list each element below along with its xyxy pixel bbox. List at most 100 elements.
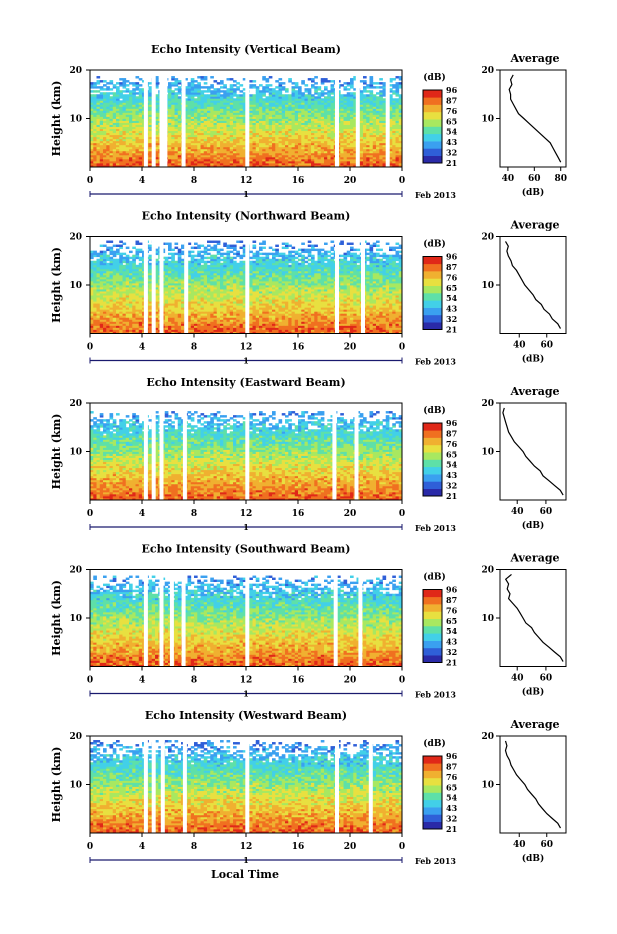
heatmap-cell (314, 86, 318, 88)
heatmap-cell (285, 88, 289, 90)
heatmap-cell (230, 84, 234, 86)
heatmap-cell (149, 86, 153, 88)
heatmap-cell (321, 98, 325, 100)
heatmap-cell (204, 86, 208, 88)
heatmap-cell (136, 92, 140, 94)
date-tick-label: 1 (243, 189, 249, 199)
heatmap-cell (227, 78, 231, 80)
heatmap-cell (175, 78, 179, 80)
heatmap-cell (249, 84, 253, 86)
data-gap (152, 70, 156, 167)
heatmap-cell (103, 88, 107, 90)
heatmap-cell (119, 90, 123, 92)
heatmap-cell (366, 94, 370, 96)
heatmap-cell (197, 76, 201, 78)
heatmap-cell (340, 94, 344, 96)
heatmap-cell (347, 88, 351, 90)
heatmap-cell (149, 82, 153, 84)
heatmap-cell (262, 76, 266, 78)
heatmap-cell (282, 94, 286, 96)
heatmap-cell (324, 96, 328, 98)
heatmap-cell (373, 94, 377, 96)
colorbar-tick-label: 32 (446, 148, 457, 158)
date-label: Feb 2013 (415, 190, 456, 200)
heatmap-cell (97, 86, 101, 88)
heatmap-cell (266, 84, 270, 86)
colorbar-tick-label: 96 (446, 85, 458, 95)
heatmap-cell (233, 88, 237, 90)
heatmap-cell (100, 86, 104, 88)
colorbar-tick-label: 87 (446, 95, 457, 105)
heatmap-cell (327, 80, 331, 82)
x-tick-label: 20 (344, 176, 357, 186)
heatmap-cell (376, 82, 380, 84)
panel-2: Echo Intensity (Northward Beam)2010Heigh… (50, 210, 566, 367)
heatmap-cell (370, 76, 374, 78)
heatmap-cell (360, 90, 364, 92)
heatmap-cell (327, 90, 331, 92)
heatmap-cell (301, 92, 305, 94)
heatmap-cell (126, 84, 130, 86)
heatmap-cell (363, 76, 367, 78)
heatmap-cell (106, 82, 110, 84)
heatmap-cell (295, 90, 299, 92)
heatmap-cell (240, 84, 244, 86)
heatmap-cell (230, 78, 234, 80)
heatmap-cell (331, 84, 335, 86)
profile-x-tick-label: 40 (502, 174, 515, 184)
heatmap-cell (253, 84, 257, 86)
heatmap-cell (168, 82, 172, 84)
heatmap-cell (311, 84, 315, 86)
heatmap-cell (97, 90, 101, 92)
x-tick-label: 0 (87, 176, 93, 186)
heatmap-cell (360, 80, 364, 82)
heatmap-cell (113, 92, 117, 94)
colorbar-segment (423, 97, 442, 105)
heatmap-cell (259, 90, 263, 92)
heatmap-cell (311, 94, 315, 96)
heatmap-cell (340, 84, 344, 86)
y-axis-label: Height (km) (50, 81, 63, 157)
heatmap-cell (266, 78, 270, 80)
heatmap-cell (314, 82, 318, 84)
colorbar-segment (423, 119, 442, 127)
heatmap-cell (223, 90, 227, 92)
heatmap-cell (175, 88, 179, 90)
data-gap (163, 70, 167, 167)
heatmap-cell (223, 84, 227, 86)
heatmap-cell (126, 94, 130, 96)
heatmap-cell (279, 82, 283, 84)
heatmap-cell (396, 76, 400, 78)
heatmap-cell (110, 96, 114, 98)
heatmap-cell (201, 90, 205, 92)
heatmap-cell (194, 84, 198, 86)
heatmap-cell (379, 78, 383, 80)
heatmap-cell (204, 76, 208, 78)
heatmap-cell (331, 96, 335, 98)
heatmap-cell (295, 82, 299, 84)
profile-x-tick-label: 80 (554, 174, 567, 184)
x-tick-label: 12 (240, 176, 253, 186)
heatmap-cell (269, 76, 273, 78)
heatmap-cell (136, 82, 140, 84)
heatmap-cell (311, 78, 315, 80)
heatmap-cell (396, 98, 400, 100)
heatmap-cell (210, 90, 214, 92)
heatmap-cell (249, 94, 253, 96)
heatmap-cell (305, 88, 309, 90)
heatmap-cell (350, 78, 354, 80)
heatmap-cell (93, 90, 97, 92)
profile-line (509, 75, 561, 162)
heatmap-cell (171, 82, 175, 84)
heatmap-cell (376, 86, 380, 88)
heatmap-cell (376, 92, 380, 94)
heatmap-cell (204, 82, 208, 84)
heatmap-cell (97, 76, 101, 78)
heatmap-cell (123, 90, 127, 92)
heatmap-cell (90, 94, 94, 96)
colorbar-tick-label: 76 (446, 106, 458, 116)
heatmap-cell (324, 86, 328, 88)
heatmap-cell (220, 80, 224, 82)
